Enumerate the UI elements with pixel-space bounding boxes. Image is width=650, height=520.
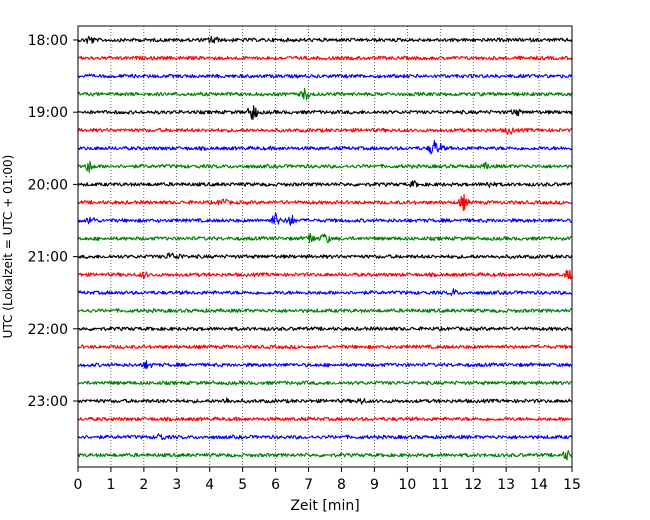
x-tick-label-15: 15 <box>563 477 581 493</box>
x-tick-label-3: 3 <box>172 477 181 493</box>
trace-2100 <box>77 252 573 260</box>
plot-frame <box>77 25 573 468</box>
trace-1930 <box>77 139 573 155</box>
trace-1900 <box>77 105 573 121</box>
trace-1800 <box>77 35 573 44</box>
x-tick-label-10: 10 <box>398 477 416 493</box>
trace-2045 <box>77 232 573 244</box>
y-tick-label-2200: 22:00 <box>28 322 68 338</box>
x-tick-label-14: 14 <box>530 477 548 493</box>
x-tick-label-2: 2 <box>139 477 148 493</box>
trace-1830 <box>77 73 573 79</box>
x-tick-label-1: 1 <box>106 477 115 493</box>
x-axis-label: Zeit [min] <box>290 498 359 514</box>
x-tick-label-4: 4 <box>205 477 214 493</box>
trace-2300 <box>77 397 573 405</box>
trace-2315 <box>77 416 573 422</box>
x-tick-label-11: 11 <box>431 477 449 493</box>
x-tick-label-12: 12 <box>464 477 482 493</box>
x-axis-ticks: 0 1 2 3 4 5 6 7 8 9 10 11 12 13 14 15 <box>74 467 581 493</box>
trace-2000 <box>77 180 573 188</box>
x-tick-label-5: 5 <box>238 477 247 493</box>
y-tick-label-2000: 20:00 <box>28 177 68 193</box>
trace-2030 <box>77 212 573 226</box>
trace-1945 <box>77 160 573 173</box>
y-tick-label-1800: 18:00 <box>28 33 68 49</box>
trace-1915 <box>77 127 573 135</box>
trace-2200 <box>77 326 573 332</box>
trace-2215 <box>77 344 573 350</box>
trace-2245 <box>77 380 573 386</box>
y-tick-label-1900: 19:00 <box>28 105 68 121</box>
trace-2145 <box>77 308 573 314</box>
x-tick-label-13: 13 <box>497 477 515 493</box>
trace-2345 <box>77 450 573 461</box>
x-tick-label-8: 8 <box>337 477 346 493</box>
x-tick-label-0: 0 <box>74 477 83 493</box>
trace-2230 <box>77 360 573 370</box>
y-tick-label-2300: 23:00 <box>28 394 68 410</box>
y-tick-label-2100: 21:00 <box>28 250 68 266</box>
trace-1845 <box>77 87 573 101</box>
trace-lines <box>77 35 573 461</box>
trace-2130 <box>77 288 573 296</box>
trace-2015 <box>77 193 573 212</box>
y-axis-label: UTC (Lokalzeit = UTC + 01:00) <box>1 155 15 339</box>
y-axis-ticks: 18:00 19:00 20:00 21:00 22:00 23:00 <box>28 33 78 410</box>
trace-1815 <box>77 55 573 61</box>
x-tick-label-6: 6 <box>271 477 280 493</box>
x-tick-label-7: 7 <box>304 477 313 493</box>
x-tick-label-9: 9 <box>370 477 379 493</box>
trace-2330 <box>77 433 573 441</box>
trace-2115 <box>77 269 573 280</box>
